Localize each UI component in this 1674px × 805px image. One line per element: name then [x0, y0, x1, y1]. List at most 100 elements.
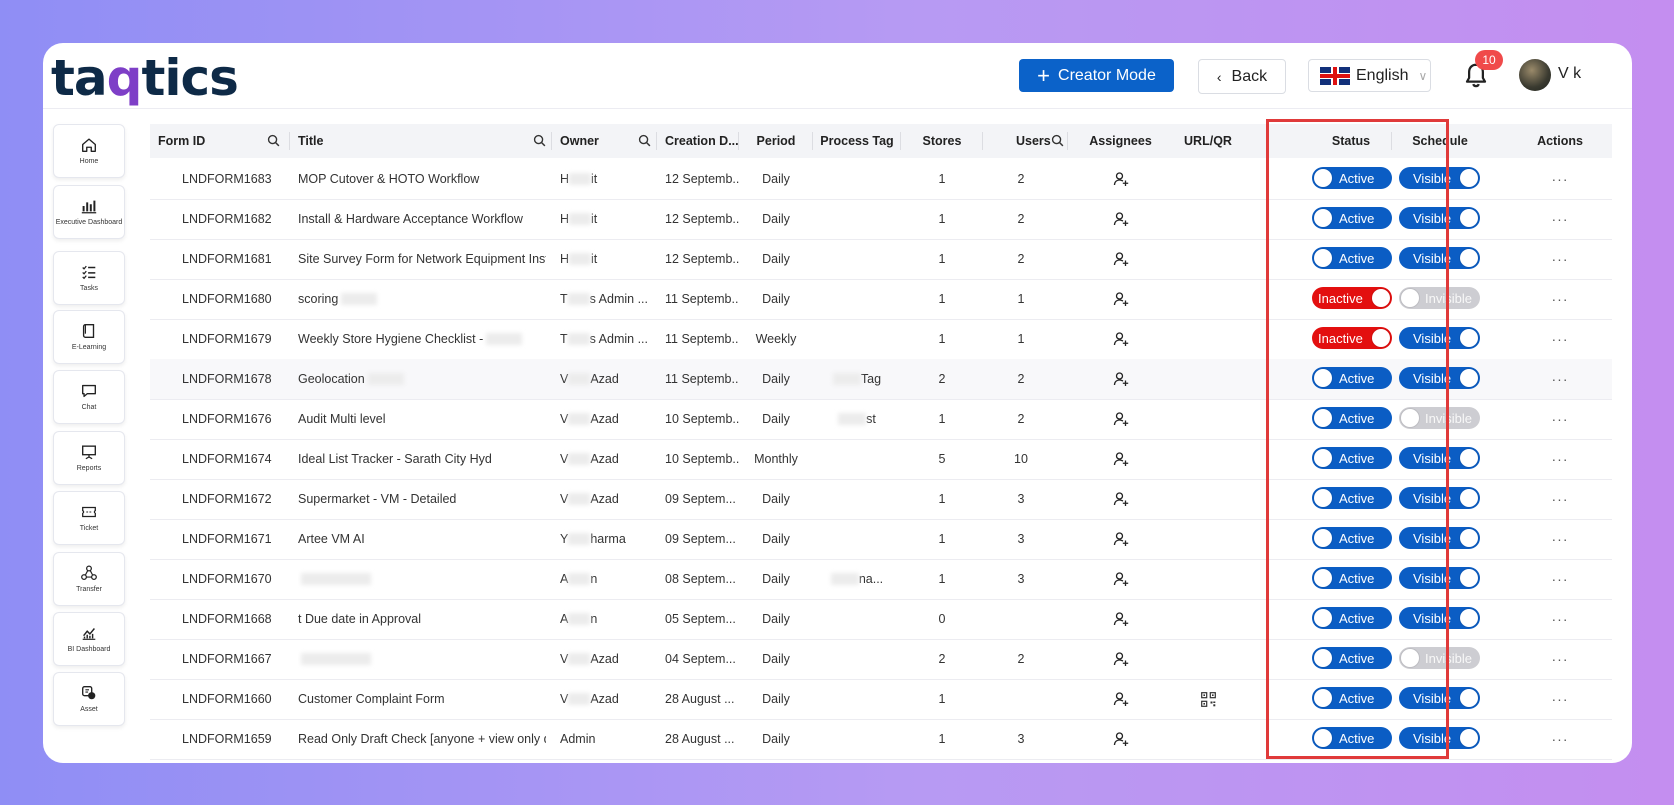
status-toggle[interactable]: Active [1312, 647, 1392, 669]
status-toggle[interactable]: Active [1312, 727, 1392, 749]
more-actions-icon[interactable]: ··· [1551, 571, 1569, 587]
creator-mode-button[interactable]: + Creator Mode [1019, 59, 1174, 92]
schedule-toggle[interactable]: Visible [1399, 607, 1480, 629]
form-id[interactable]: LNDFORM1676 [182, 412, 272, 426]
search-icon[interactable] [638, 134, 651, 147]
table-row[interactable]: LNDFORM1682 Install & Hardware Acceptance… [150, 199, 1612, 240]
schedule-toggle[interactable]: Visible [1399, 207, 1480, 229]
status-toggle[interactable]: Inactive [1312, 327, 1392, 349]
back-button[interactable]: ‹ Back [1198, 59, 1286, 94]
status-toggle[interactable]: Active [1312, 687, 1392, 709]
search-icon[interactable] [533, 134, 546, 147]
table-row[interactable]: LNDFORM1667 V Azad 04 Septem... Daily 2 2 Activ… [150, 639, 1612, 680]
more-actions-icon[interactable]: ··· [1551, 691, 1569, 707]
col-users[interactable]: Users [983, 124, 1068, 158]
more-actions-icon[interactable]: ··· [1551, 291, 1569, 307]
schedule-toggle[interactable]: Visible [1399, 167, 1480, 189]
form-id[interactable]: LNDFORM1667 [182, 652, 272, 666]
username[interactable]: V k [1558, 65, 1582, 82]
form-title[interactable]: Read Only Draft Check [anyone + view onl… [298, 719, 546, 759]
schedule-toggle[interactable]: Visible [1399, 487, 1480, 509]
status-toggle[interactable]: Active [1312, 167, 1392, 189]
add-assignee-icon[interactable] [1068, 479, 1173, 519]
form-title[interactable]: Customer Complaint Form [298, 679, 546, 719]
add-assignee-icon[interactable] [1068, 519, 1173, 559]
table-row[interactable]: LNDFORM1659 Read Only Draft Check [anyone… [150, 719, 1612, 760]
add-assignee-icon[interactable] [1068, 279, 1173, 319]
schedule-toggle[interactable]: Visible [1399, 527, 1480, 549]
status-toggle[interactable]: Inactive [1312, 287, 1392, 309]
more-actions-icon[interactable]: ··· [1551, 611, 1569, 627]
col-actions[interactable]: Actions [1510, 124, 1610, 158]
form-title[interactable]: MOP Cutover & HOTO Workflow [298, 159, 546, 199]
more-actions-icon[interactable]: ··· [1551, 331, 1569, 347]
form-id[interactable]: LNDFORM1681 [182, 252, 272, 266]
status-toggle[interactable]: Active [1312, 527, 1392, 549]
table-row[interactable]: LNDFORM1660 Customer Complaint Form V Azad 2… [150, 679, 1612, 720]
status-toggle[interactable]: Active [1312, 447, 1392, 469]
add-assignee-icon[interactable] [1068, 439, 1173, 479]
form-title[interactable]: Ideal List Tracker - Sarath City Hyd [298, 439, 546, 479]
col-title[interactable]: Title [290, 124, 552, 158]
sidebar-item-chat[interactable]: Chat [53, 370, 125, 424]
add-assignee-icon[interactable] [1068, 599, 1173, 639]
sidebar-item-transfer[interactable]: Transfer [53, 552, 125, 606]
sidebar-item-tasks[interactable]: Tasks [53, 251, 125, 305]
form-title[interactable]: Artee VM AI [298, 519, 546, 559]
schedule-toggle[interactable]: Visible [1399, 367, 1480, 389]
schedule-toggle[interactable]: Visible [1399, 567, 1480, 589]
sidebar-item-reports[interactable]: Reports [53, 431, 125, 485]
table-row[interactable]: LNDFORM1679 Weekly Store Hygiene Checklis… [150, 319, 1612, 360]
add-assignee-icon[interactable] [1068, 199, 1173, 239]
form-title[interactable]: Audit Multi level [298, 399, 546, 439]
col-schedule[interactable]: Schedule [1393, 124, 1487, 158]
col-url-qr[interactable]: URL/QR [1173, 124, 1243, 158]
add-assignee-icon[interactable] [1068, 679, 1173, 719]
form-title[interactable]: t Due date in Approval [298, 599, 546, 639]
col-process-tag[interactable]: Process Tag [813, 124, 901, 158]
form-id[interactable]: LNDFORM1670 [182, 572, 272, 586]
col-form-id[interactable]: Form ID [150, 124, 290, 158]
schedule-toggle[interactable]: Visible [1399, 327, 1480, 349]
form-title[interactable]: Install & Hardware Acceptance Workflow [298, 199, 546, 239]
add-assignee-icon[interactable] [1068, 559, 1173, 599]
schedule-toggle[interactable]: Invisible [1399, 287, 1480, 309]
status-toggle[interactable]: Active [1312, 607, 1392, 629]
schedule-toggle[interactable]: Invisible [1399, 407, 1480, 429]
form-id[interactable]: LNDFORM1668 [182, 612, 272, 626]
col-owner[interactable]: Owner [552, 124, 657, 158]
more-actions-icon[interactable]: ··· [1551, 451, 1569, 467]
search-icon[interactable] [267, 134, 280, 147]
taqtics-logo[interactable]: taqtics [51, 49, 239, 107]
search-icon[interactable] [1051, 134, 1064, 147]
form-title[interactable] [298, 639, 546, 679]
more-actions-icon[interactable]: ··· [1551, 171, 1569, 187]
schedule-toggle[interactable]: Visible [1399, 687, 1480, 709]
status-toggle[interactable]: Active [1312, 207, 1392, 229]
form-id[interactable]: LNDFORM1672 [182, 492, 272, 506]
schedule-toggle[interactable]: Visible [1399, 447, 1480, 469]
more-actions-icon[interactable]: ··· [1551, 651, 1569, 667]
form-title[interactable]: Supermarket - VM - Detailed [298, 479, 546, 519]
form-id[interactable]: LNDFORM1674 [182, 452, 272, 466]
add-assignee-icon[interactable] [1068, 399, 1173, 439]
col-stores[interactable]: Stores [901, 124, 983, 158]
add-assignee-icon[interactable] [1068, 239, 1173, 279]
add-assignee-icon[interactable] [1068, 719, 1173, 759]
form-title[interactable] [298, 559, 546, 599]
language-select[interactable]: English ∨ [1308, 59, 1431, 92]
sidebar-item-asset[interactable]: Asset [53, 672, 125, 726]
form-id[interactable]: LNDFORM1660 [182, 692, 272, 706]
col-creation-date[interactable]: Creation D... [657, 124, 739, 158]
form-title[interactable]: Geolocation [298, 359, 546, 399]
form-title[interactable]: Site Survey Form for Network Equipment I… [298, 239, 546, 279]
form-id[interactable]: LNDFORM1679 [182, 332, 272, 346]
add-assignee-icon[interactable] [1068, 359, 1173, 399]
add-assignee-icon[interactable] [1068, 159, 1173, 199]
table-row[interactable]: LNDFORM1678 Geolocation V Azad 11 Septemb...… [150, 359, 1612, 400]
sidebar-item-bi-dashboard[interactable]: BI Dashboard [53, 612, 125, 666]
table-row[interactable]: LNDFORM1681 Site Survey Form for Network … [150, 239, 1612, 280]
more-actions-icon[interactable]: ··· [1551, 211, 1569, 227]
